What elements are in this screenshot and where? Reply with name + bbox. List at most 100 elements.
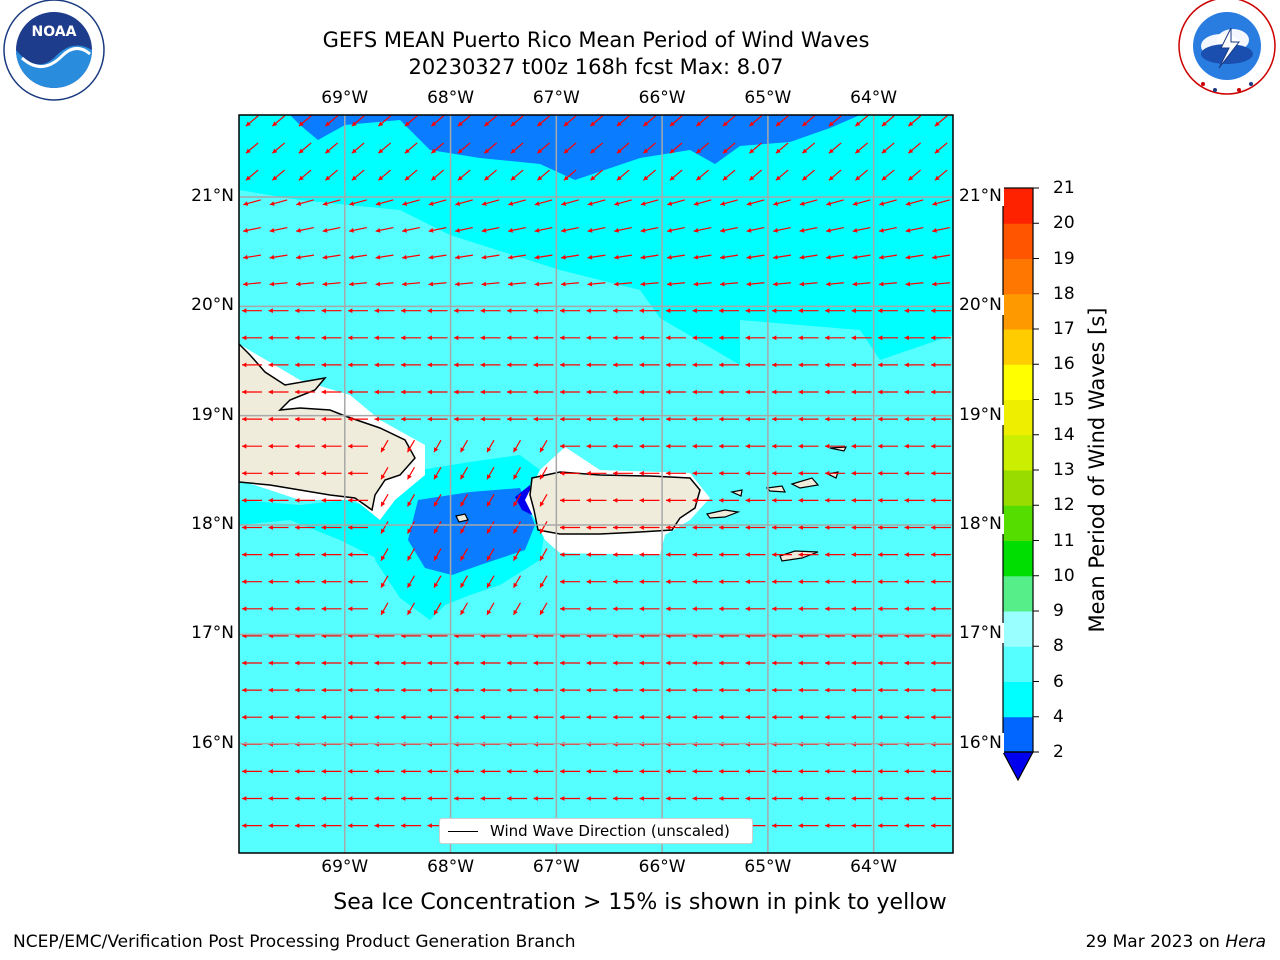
band-2-4-north — [290, 115, 860, 180]
wind-vector-head — [798, 687, 803, 693]
wind-vector-head — [374, 416, 379, 422]
wind-vector-head — [560, 769, 565, 774]
colorbar-segment — [1003, 540, 1033, 577]
wind-vector-head — [560, 362, 565, 368]
wind-vector-head — [351, 148, 357, 154]
wind-vector-head — [296, 201, 302, 206]
wind-vector-head — [851, 552, 856, 557]
wind-vector-head — [508, 281, 513, 287]
wind-vector-head — [563, 148, 569, 154]
wind-vector-head — [749, 121, 755, 127]
wind-vector-head — [772, 823, 777, 828]
wind-vector-head — [533, 687, 538, 693]
wind-vector-head — [746, 254, 752, 260]
wind-vector-head — [616, 148, 622, 154]
colorbar-tick-label: 20 — [1053, 213, 1075, 234]
wind-vector-head — [487, 447, 492, 453]
wind-vector-head — [908, 175, 914, 181]
wind-vector-head — [242, 470, 247, 476]
wind-vector-head — [745, 714, 750, 720]
footer-right: 29 Mar 2023 on Hera — [1086, 932, 1266, 952]
wind-vector-head — [295, 823, 300, 828]
wind-vector-head — [455, 228, 460, 233]
wind-vector-head — [639, 443, 644, 449]
wind-vector-head — [719, 362, 724, 368]
wind-vector-head — [540, 555, 545, 561]
wind-vector-head — [826, 228, 831, 233]
wind-vector-head — [802, 121, 808, 127]
wind-vector-head — [587, 228, 593, 233]
wind-vector-head — [321, 579, 326, 585]
wind-vector-head — [905, 254, 911, 260]
wind-vector-head — [881, 148, 887, 154]
wind-vector-head — [381, 582, 386, 588]
wind-vector-head — [560, 660, 565, 666]
wind-vector-head — [639, 362, 644, 368]
wind-vector-head — [719, 796, 724, 801]
wind-vector-head — [374, 714, 379, 720]
colorbar-tick-label: 13 — [1053, 460, 1075, 480]
wind-vector-head — [745, 552, 750, 557]
lat-tick-label-right: 21°N — [959, 186, 1004, 206]
wind-vector-head — [828, 175, 834, 181]
wind-vector-head — [374, 769, 379, 774]
colorbar-tick-label: 12 — [1053, 495, 1075, 516]
colorbar-tick-label: 19 — [1053, 248, 1075, 269]
wind-vector-head — [692, 470, 697, 476]
wind-vector-head — [537, 148, 543, 154]
wind-vector-head — [722, 121, 728, 127]
wind-vector-head — [434, 528, 439, 534]
colorbar-tick-label: 8 — [1053, 636, 1064, 657]
wind-vector-head — [639, 308, 644, 314]
wind-vector-head — [613, 443, 618, 449]
wind-vector-head — [696, 175, 702, 181]
wind-vector-head — [510, 175, 516, 181]
wind-vector-head — [745, 606, 750, 612]
lat-tick-label-right: 16°N — [959, 732, 1004, 753]
wind-vector-head — [321, 470, 326, 476]
footer-left: NCEP/EMC/Verification Post Processing Pr… — [13, 932, 576, 952]
wind-vector-head — [639, 579, 644, 585]
wind-vector-head — [401, 796, 406, 801]
wind-vector-head — [879, 254, 884, 260]
lon-tick-label: 66°W — [638, 857, 686, 877]
wind-vector-head — [825, 714, 830, 720]
wind-vector-head — [772, 579, 777, 585]
wind-vector-head — [826, 281, 831, 287]
wind-vector-head — [798, 579, 803, 585]
wind-vector-head — [745, 389, 750, 395]
wind-vector-head — [798, 796, 803, 801]
wind-vector-head — [931, 579, 936, 585]
wind-vector-head — [587, 254, 593, 260]
wind-vector-head — [825, 443, 830, 449]
wind-vector-head — [533, 796, 538, 801]
wind-vector-head — [321, 552, 326, 557]
wind-vector-head — [586, 525, 591, 530]
wind-vector-head — [242, 498, 247, 503]
wind-vector-head — [666, 606, 671, 612]
wind-vector-head — [719, 606, 724, 612]
wind-vector-head — [745, 498, 750, 503]
wind-vector-head — [932, 201, 938, 206]
wind-vector-head — [245, 121, 251, 127]
wind-vector-head — [480, 660, 485, 666]
wind-vector-head — [533, 769, 538, 774]
wind-vector-head — [931, 687, 936, 693]
wind-vector-head — [269, 228, 275, 233]
wind-vector-head — [745, 308, 750, 314]
wind-vector-head — [587, 201, 593, 206]
wind-vector-head — [639, 796, 644, 801]
wind-vector-head — [696, 148, 702, 154]
wind-vector-head — [931, 714, 936, 720]
wind-vector-head — [749, 148, 755, 154]
colorbar-segment — [1003, 611, 1033, 647]
wind-vector-head — [348, 552, 353, 557]
wind-vector-head — [667, 201, 673, 206]
wind-vector-head — [904, 308, 909, 314]
wind-vector-head — [402, 254, 407, 260]
wind-vector-head — [722, 148, 728, 154]
wind-vector-head — [242, 606, 247, 612]
wind-vector-head — [773, 254, 778, 260]
wind-vector-head — [696, 121, 702, 127]
wind-vector-head — [878, 308, 883, 314]
